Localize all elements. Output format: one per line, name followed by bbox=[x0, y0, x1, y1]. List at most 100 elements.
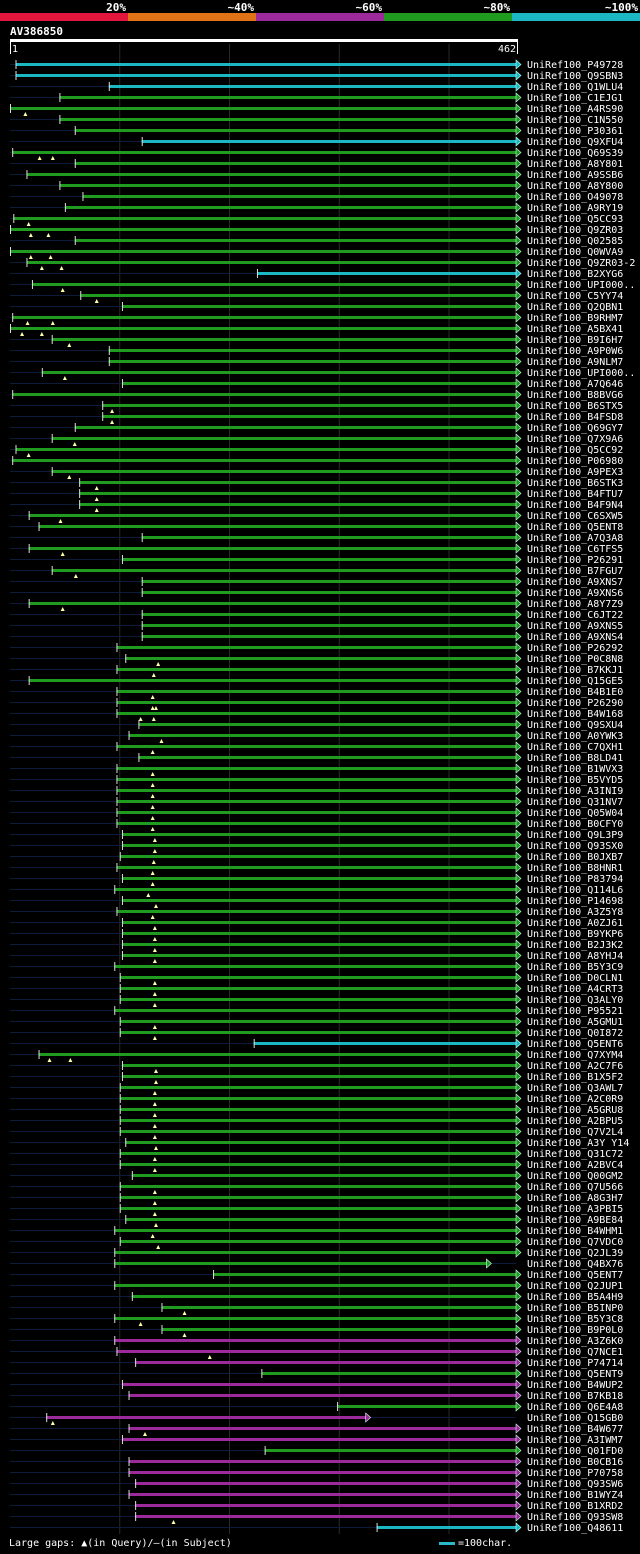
hit-label: UniRef100_B1WYZ4 bbox=[527, 1490, 623, 1501]
hit-label: UniRef100_B8LD41 bbox=[527, 753, 623, 764]
hit-bar bbox=[108, 360, 516, 363]
hit-row: UniRef100_A8Y801 bbox=[10, 158, 623, 170]
hit-end-arrow bbox=[515, 180, 522, 191]
hit-row: UniRef100_Q4BX76 bbox=[10, 1258, 623, 1270]
hit-bar bbox=[131, 1295, 516, 1298]
hit-label: UniRef100_Q93SX0 bbox=[527, 841, 623, 852]
hit-label: UniRef100_Q5ENT7 bbox=[527, 1270, 623, 1281]
hit-bar bbox=[135, 1361, 516, 1364]
hit-row: UniRef100_Q69S39 bbox=[10, 147, 623, 160]
hit-end-arrow bbox=[515, 213, 522, 224]
hit-bar bbox=[116, 800, 517, 803]
gap-marker bbox=[47, 1058, 52, 1062]
hit-row: UniRef100_A3Y Y14 bbox=[10, 1137, 629, 1150]
gap-marker bbox=[146, 893, 151, 897]
hit-end-arrow bbox=[515, 1335, 522, 1346]
hit-label: UniRef100_A5GRU8 bbox=[527, 1105, 623, 1116]
hit-bar bbox=[141, 580, 516, 583]
hit-label: UniRef100_B5Y3C8 bbox=[527, 1314, 623, 1325]
hit-end-arrow bbox=[515, 807, 522, 818]
hit-end-arrow bbox=[515, 268, 522, 279]
hit-end-arrow bbox=[515, 1005, 522, 1016]
gap-marker bbox=[150, 805, 155, 809]
hit-bar bbox=[141, 591, 516, 594]
hit-label: UniRef100_A8Y800 bbox=[527, 181, 623, 192]
hit-bar bbox=[80, 294, 517, 297]
hit-bar bbox=[138, 756, 516, 759]
gap-marker bbox=[152, 1190, 157, 1194]
hit-end-arrow bbox=[515, 1401, 522, 1412]
hit-end-arrow bbox=[515, 70, 522, 81]
hit-end-arrow bbox=[515, 488, 522, 499]
hit-row: UniRef100_A2BVC4 bbox=[10, 1159, 623, 1172]
hit-label: UniRef100_P83794 bbox=[527, 874, 623, 885]
hit-label: UniRef100_A2C0R9 bbox=[527, 1094, 623, 1105]
gap-marker bbox=[67, 475, 72, 479]
hit-row: UniRef100_C7QXH1 bbox=[10, 741, 623, 754]
hit-label: UniRef100_B4FSD8 bbox=[527, 412, 623, 423]
gap-marker bbox=[50, 1421, 55, 1425]
hit-bar bbox=[119, 1031, 517, 1034]
gap-marker bbox=[153, 1080, 158, 1084]
hit-end-arrow bbox=[515, 1016, 522, 1027]
hit-bar bbox=[376, 1526, 516, 1529]
gap-marker bbox=[68, 1058, 73, 1062]
gap-marker bbox=[110, 409, 115, 413]
gap-marker bbox=[150, 915, 155, 919]
hit-row: UniRef100_P95521 bbox=[10, 1005, 623, 1017]
hit-label: UniRef100_Q48611 bbox=[527, 1523, 623, 1534]
hit-row: UniRef100_B6STK3 bbox=[10, 477, 623, 490]
hit-bar bbox=[119, 976, 517, 979]
hit-row: UniRef100_A3IWM7 bbox=[10, 1434, 623, 1446]
hit-bar bbox=[15, 63, 517, 66]
hit-label: UniRef100_Q01FD0 bbox=[527, 1446, 623, 1457]
hit-label: UniRef100_Q7V2L4 bbox=[527, 1127, 623, 1138]
hit-label: UniRef100_Q02585 bbox=[527, 236, 623, 247]
hit-bar bbox=[28, 679, 517, 682]
hit-label: UniRef100_Q15GB0 bbox=[527, 1413, 623, 1424]
gap-marker bbox=[150, 706, 155, 710]
hit-row: UniRef100_B7KB18 bbox=[10, 1390, 623, 1402]
hit-label: UniRef100_C1EJG1 bbox=[527, 93, 623, 104]
hit-row: UniRef100_A3Z6K0 bbox=[10, 1335, 623, 1347]
hit-bar bbox=[79, 492, 517, 495]
hit-row: UniRef100_C5YY74 bbox=[10, 290, 623, 303]
gap-marker bbox=[152, 838, 157, 842]
hit-row: UniRef100_A8Y800 bbox=[10, 180, 623, 192]
hit-end-arrow bbox=[515, 961, 522, 972]
hit-label: UniRef100_Q3AWL7 bbox=[527, 1083, 623, 1094]
hit-label: UniRef100_B1XRD2 bbox=[527, 1501, 623, 1512]
hit-bar bbox=[116, 668, 517, 671]
hit-end-arrow bbox=[515, 719, 522, 730]
hit-bar bbox=[135, 1504, 516, 1507]
gap-marker bbox=[150, 772, 155, 776]
hit-end-arrow bbox=[486, 1258, 492, 1269]
hit-row: UniRef100_B5Y3C9 bbox=[10, 961, 623, 973]
hit-label: UniRef100_Q7VDC0 bbox=[527, 1237, 623, 1248]
hit-label: UniRef100_A9XNS6 bbox=[527, 588, 623, 599]
hit-end-arrow bbox=[515, 576, 522, 587]
hit-label: UniRef100_Q5ENT9 bbox=[527, 1369, 623, 1380]
hit-bar bbox=[128, 1394, 516, 1397]
hit-label: UniRef100_A0YWK3 bbox=[527, 731, 623, 742]
hit-row: UniRef100_B9I6H7 bbox=[10, 334, 623, 347]
gap-marker bbox=[152, 1201, 157, 1205]
hit-bar bbox=[51, 569, 517, 572]
hit-row: UniRef100_D0CLN1 bbox=[10, 972, 623, 985]
hit-bar bbox=[256, 272, 516, 275]
hit-label: UniRef100_B6STK3 bbox=[527, 478, 623, 489]
hit-label: UniRef100_A7Q3A8 bbox=[527, 533, 623, 544]
hit-end-arrow bbox=[515, 1060, 522, 1071]
hit-label: UniRef100_Q4BX76 bbox=[527, 1259, 623, 1270]
hit-label: UniRef100_Q2QBN1 bbox=[527, 302, 623, 313]
hit-end-arrow bbox=[515, 356, 522, 367]
hit-end-arrow bbox=[515, 312, 522, 323]
hit-end-arrow bbox=[515, 510, 522, 521]
hit-bar bbox=[253, 1042, 516, 1045]
scale-legend-text: =100char. bbox=[458, 1538, 513, 1549]
hit-row: UniRef100_P49728 bbox=[10, 59, 623, 71]
hit-row: UniRef100_Q7U566 bbox=[10, 1181, 623, 1194]
hit-row: UniRef100_A9BE84 bbox=[10, 1214, 623, 1227]
gap-marker bbox=[153, 1146, 158, 1150]
hit-label: UniRef100_Q7XYM4 bbox=[527, 1050, 623, 1061]
